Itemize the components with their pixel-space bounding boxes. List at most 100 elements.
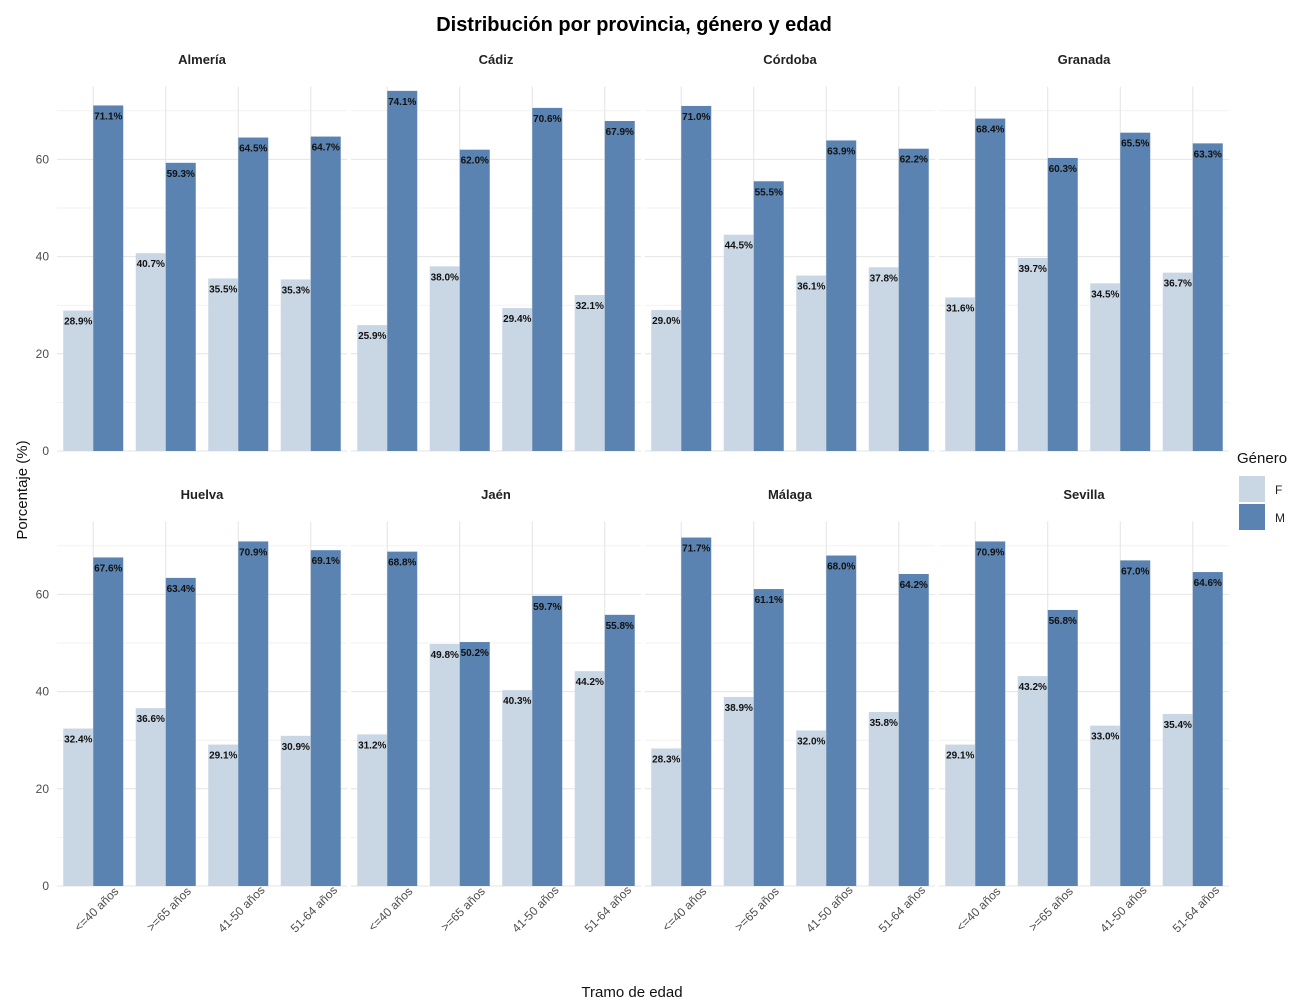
bar-label-m: 60.3% — [1049, 164, 1077, 175]
x-tick-label: 51-64 años — [876, 883, 928, 935]
y-tick-label: 60 — [36, 152, 50, 166]
y-tick-label: 40 — [36, 685, 50, 699]
bar-label-m: 56.8% — [1049, 616, 1077, 627]
bar-f — [723, 234, 754, 451]
x-tick-label: 41-50 años — [215, 883, 267, 935]
bar-label-f: 36.1% — [797, 282, 825, 293]
bar-label-m: 67.9% — [606, 127, 634, 138]
bar-m — [1192, 143, 1223, 451]
panel-1: Cádiz 25.9% 74.1% 38.0% 62.0% 29.4% 70.6% 32.1%… — [351, 52, 641, 452]
bar-f — [429, 643, 460, 886]
bar-label-f: 35.5% — [209, 284, 237, 295]
bar-f — [357, 325, 388, 451]
bar-label-m: 63.9% — [827, 146, 855, 157]
bar-label-m: 63.3% — [1194, 149, 1222, 160]
bar-f — [63, 310, 94, 451]
bar-f — [135, 253, 166, 451]
bar-label-m: 59.3% — [167, 169, 195, 180]
bar-label-f: 29.0% — [652, 316, 680, 327]
y-tick-label: 0 — [42, 879, 49, 893]
bar-label-f: 44.5% — [725, 241, 753, 252]
bar-m — [310, 550, 341, 886]
y-tick-label: 20 — [36, 782, 50, 796]
bar-m — [165, 162, 196, 451]
bar-f — [1090, 283, 1121, 451]
bar-m — [459, 642, 490, 886]
bar-m — [238, 137, 269, 451]
bar-m — [387, 551, 418, 886]
bar-m — [826, 140, 857, 452]
bar-f — [945, 297, 976, 451]
bar-label-f: 35.3% — [282, 285, 310, 296]
x-tick-label: 51-64 años — [1170, 883, 1222, 935]
y-tick-label: 60 — [36, 587, 50, 601]
bar-label-f: 28.9% — [64, 317, 92, 328]
bar-label-f: 43.2% — [1019, 682, 1047, 693]
panels: Almería 28.9% 71.1% 40.7% 59.3% 35.5% 64.5% 35.… — [36, 52, 1229, 935]
bar-label-f: 40.7% — [137, 259, 165, 270]
bar-label-f: 49.8% — [431, 650, 459, 661]
legend-label: F — [1275, 483, 1282, 497]
bar-m — [310, 136, 341, 452]
bar-label-m: 61.1% — [755, 595, 783, 606]
bar-f — [1090, 725, 1121, 886]
bar-label-m: 67.0% — [1121, 566, 1149, 577]
bar-label-f: 36.7% — [1164, 279, 1192, 290]
x-tick-label: >=65 años — [144, 884, 194, 934]
bar-label-f: 30.9% — [282, 742, 310, 753]
bar-label-f: 29.1% — [946, 751, 974, 762]
bar-f — [796, 275, 827, 451]
bar-label-f: 32.1% — [576, 301, 604, 312]
y-tick-label: 40 — [36, 250, 50, 264]
bar-label-f: 38.9% — [725, 703, 753, 714]
bar-f — [651, 310, 682, 451]
legend-swatch-f — [1239, 476, 1265, 502]
bar-f — [1162, 713, 1193, 886]
bar-m — [1120, 132, 1151, 452]
bar-f — [868, 267, 899, 451]
bar-f — [723, 696, 754, 886]
bar-f — [1162, 272, 1193, 451]
panel-2: Córdoba 29.0% 71.0% 44.5% 55.5% 36.1% 63.9% 37.… — [645, 52, 935, 452]
legend-items: FM — [1239, 476, 1285, 530]
bar-label-m: 64.6% — [1194, 578, 1222, 589]
bar-m — [1047, 609, 1078, 886]
panel-strip-label: Málaga — [768, 487, 813, 502]
bar-f — [280, 735, 311, 886]
bar-f — [429, 266, 460, 451]
bar-m — [975, 118, 1006, 452]
bar-label-f: 28.3% — [652, 754, 680, 765]
bar-label-m: 71.7% — [682, 544, 710, 555]
bar-label-m: 68.8% — [388, 558, 416, 569]
panel-0: Almería 28.9% 71.1% 40.7% 59.3% 35.5% 64.5% 35.… — [36, 52, 347, 458]
bar-label-f: 29.1% — [209, 751, 237, 762]
bar-m — [165, 577, 196, 886]
x-tick-label: <=40 años — [659, 884, 709, 934]
bar-label-f: 34.5% — [1091, 289, 1119, 300]
bar-f — [135, 708, 166, 886]
bar-f — [280, 279, 311, 451]
bar-label-f: 29.4% — [503, 314, 531, 325]
bar-m — [604, 121, 635, 452]
panel-strip-label: Jaén — [481, 487, 511, 502]
bar-label-f: 35.4% — [1164, 720, 1192, 731]
panel-4: Huelva 32.4% 67.6% 36.6% 63.4% 29.1% 70.9% 30.9… — [36, 487, 347, 935]
panel-strip-label: Granada — [1058, 52, 1112, 67]
bar-label-f: 36.6% — [137, 714, 165, 725]
panel-strip-label: Huelva — [181, 487, 224, 502]
bar-f — [868, 712, 899, 886]
bar-label-f: 32.4% — [64, 735, 92, 746]
x-tick-label: <=40 años — [365, 884, 415, 934]
bar-m — [93, 557, 124, 886]
x-tick-label: 51-64 años — [582, 883, 634, 935]
bar-m — [387, 90, 418, 452]
bar-m — [532, 595, 563, 886]
bar-f — [945, 744, 976, 886]
chart-title: Distribución por provincia, género y eda… — [436, 14, 832, 36]
bar-label-m: 55.5% — [755, 187, 783, 198]
bar-f — [208, 278, 239, 451]
bar-label-m: 74.1% — [388, 97, 416, 108]
panel-strip-label: Almería — [178, 52, 226, 67]
bar-m — [826, 555, 857, 886]
bar-label-m: 67.6% — [94, 563, 122, 574]
